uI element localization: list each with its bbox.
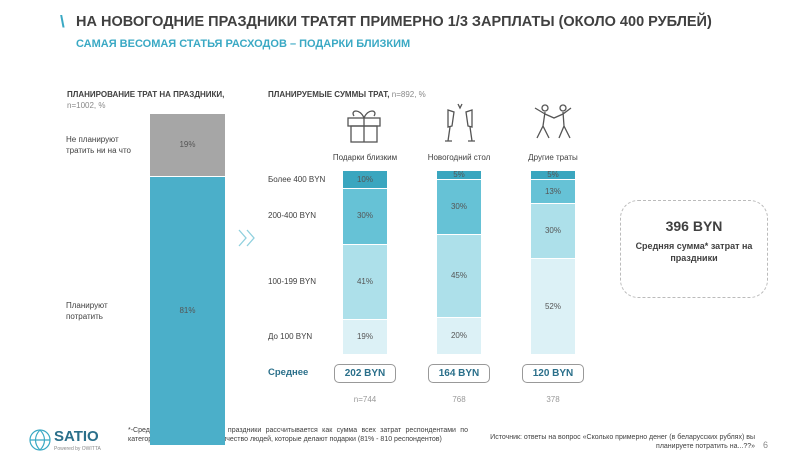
x-tick-label: Другие траты [528,153,578,162]
footnote: *-Средняя сумма затрат на праздники расс… [128,427,468,443]
n-label: 378 [546,395,560,404]
callout-value: 396 BYN [665,218,723,234]
gift-icon [347,110,381,143]
source: Источник: ответы на вопрос «Сколько прим… [490,434,755,450]
bar [531,170,575,180]
bar [343,188,387,244]
legend-label: 100-199 BYN [268,276,317,286]
avg-value: 164 BYN [428,364,490,383]
avg-label: Среднее [268,367,309,378]
bar [437,170,481,180]
data-label: 19% [356,332,373,341]
data-label: 5% [547,170,559,180]
data-label: 41% [356,276,373,286]
bar [531,258,575,354]
chart-title: ПЛАНИРОВАНИЕ ТРАТ НА ПРАЗДНИКИ, [67,90,225,99]
data-label: 13% [544,186,561,196]
legend-label: До 100 BYN [268,332,313,341]
legend-label: 200-400 BYN [268,211,317,221]
chart-subtitle: n=1002, % [67,101,106,110]
page-number: 6 [763,440,769,450]
bar [437,179,481,235]
callout-text: Средняя сумма* затрат на праздники [635,241,753,263]
title-mark: \ [60,12,65,31]
data-label: 5% [453,170,465,180]
legend-label: Не планируют тратить ни на что [66,134,131,155]
bar [343,319,387,354]
title: НА НОВОГОДНИЕ ПРАЗДНИКИ ТРАТЯТ ПРИМЕРНО … [76,14,712,30]
data-label: 10% [356,174,373,184]
logo-icon [29,429,51,451]
data-label: 30% [450,202,467,212]
data-label: 52% [544,301,561,311]
chart-subtitle: n=892, % [391,90,426,99]
x-tick-label: Подарки близким [332,153,398,162]
bar [150,176,225,445]
logo-tagline: Powered by OWITTA [54,446,101,452]
bar [531,179,575,204]
data-label: 30% [356,211,373,221]
bar [531,203,575,259]
legend-label: Планируют потратить [66,300,108,321]
glasses-icon [445,103,475,142]
data-label: 30% [544,226,561,236]
bar [150,113,225,177]
subtitle: САМАЯ ВЕСОМАЯ СТАТЬЯ РАСХОДОВ – ПОДАРКИ … [76,38,411,50]
data-label: 20% [450,331,467,341]
logo: SATIO [54,428,99,445]
n-label: n=744 [353,395,377,404]
data-label: 81% [179,306,196,316]
n-label: 768 [452,395,466,404]
data-label: 45% [450,271,467,281]
x-tick-label: Новогодний стол [427,153,491,162]
avg-value: 202 BYN [334,364,396,383]
bar [343,243,387,320]
chart-title: ПЛАНИРУЕМЫЕ СУММЫ ТРАТ, [268,90,390,99]
bar [437,234,481,318]
arrows [238,229,255,247]
bar [343,170,387,189]
legend-label: Более 400 BYN [268,174,326,184]
chart-title: ПЛАНИРУЕМЫЕ СУММЫ ТРАТ, n=892, % [268,90,426,99]
bar [437,317,481,354]
data-label: 19% [179,140,196,150]
callout [620,200,768,298]
dancers-icon [534,104,572,139]
avg-value: 120 BYN [522,364,584,383]
